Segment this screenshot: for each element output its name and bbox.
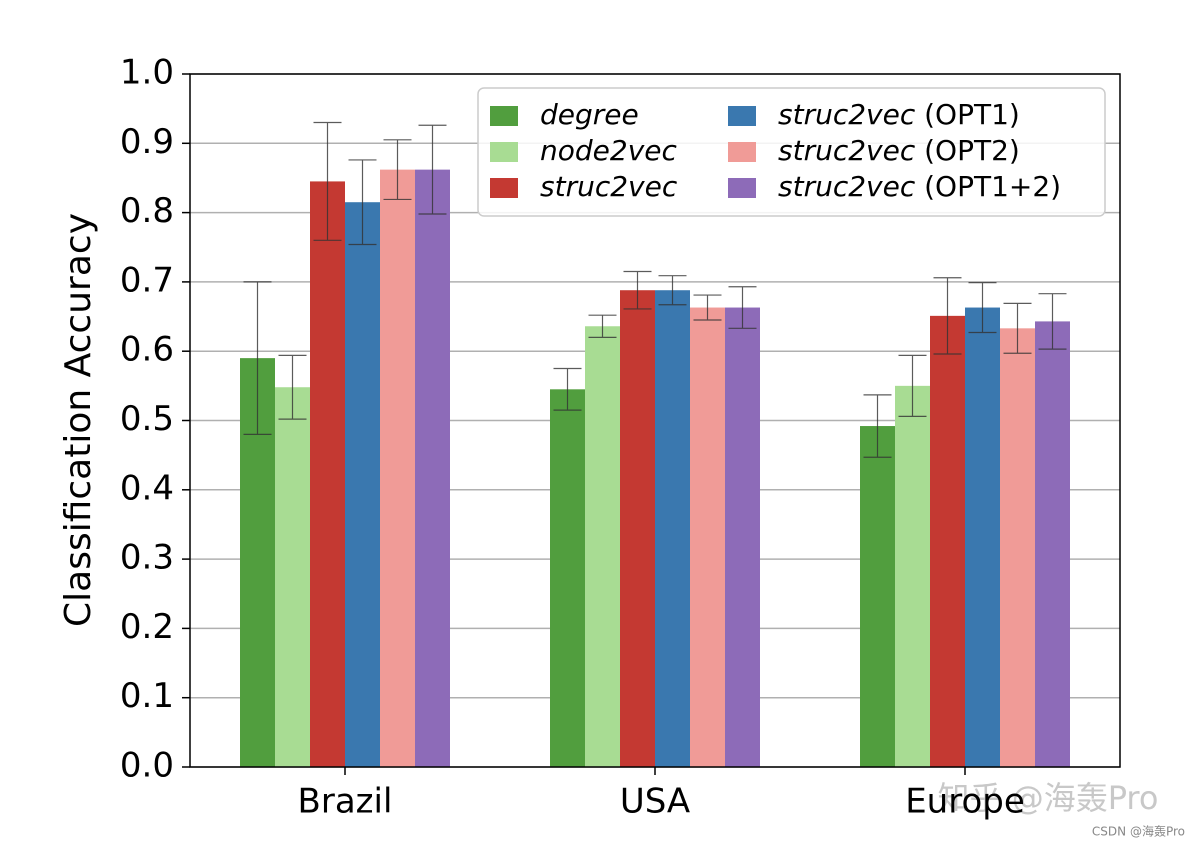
bar: [690, 307, 725, 767]
error-bar: [623, 270, 652, 310]
bar: [585, 326, 620, 767]
y-tick-label: 0.3: [120, 538, 174, 578]
bar: [550, 389, 585, 767]
legend-swatch: [490, 178, 518, 198]
watermark: 知乎 @海轰Pro: [938, 779, 1159, 817]
legend-label: struc2vec (OPT1+2): [778, 170, 1061, 203]
bar: [655, 290, 690, 767]
bar: [415, 169, 450, 767]
legend-label: degree: [540, 98, 639, 131]
bar: [310, 181, 345, 768]
legend-swatch: [490, 142, 518, 162]
bar: [965, 307, 1000, 767]
legend-swatch: [728, 178, 756, 198]
legend-label: struc2vec (OPT2): [778, 134, 1020, 167]
error-bar: [863, 394, 892, 458]
error-bar: [728, 286, 757, 329]
x-tick-label: Europe: [905, 782, 1025, 822]
bar: [860, 426, 895, 767]
legend-swatch: [490, 106, 518, 126]
error-bar: [693, 294, 722, 321]
bar: [1035, 321, 1070, 767]
error-bar: [553, 367, 582, 411]
error-bar: [348, 159, 377, 246]
error-bar: [968, 281, 997, 334]
error-bar: [898, 354, 927, 417]
y-axis-label: Classification Accuracy: [58, 213, 99, 627]
error-bar: [383, 139, 412, 201]
y-tick-label: 1.0: [120, 53, 174, 93]
bar: [895, 385, 930, 767]
error-bar: [313, 121, 342, 241]
x-tick-label: USA: [620, 782, 690, 822]
error-bar: [278, 354, 307, 420]
bar: [275, 387, 310, 767]
legend-label: struc2vec (OPT1): [778, 98, 1020, 131]
y-tick-label: 0.5: [120, 399, 174, 439]
y-tick-label: 0.9: [120, 122, 174, 162]
y-tick-label: 0.4: [120, 468, 174, 508]
error-bar: [418, 124, 447, 215]
y-tick-label: 0.2: [120, 607, 174, 647]
y-tick-label: 0.0: [120, 746, 174, 786]
error-bar: [1003, 302, 1032, 354]
error-bar: [1038, 293, 1067, 350]
legend-swatch: [728, 142, 756, 162]
legend-label: node2vec: [540, 134, 677, 167]
x-tick-label: Brazil: [298, 782, 393, 822]
error-bar: [588, 314, 617, 338]
bar: [930, 315, 965, 767]
error-bar: [658, 275, 687, 306]
bar: [345, 202, 380, 767]
bar: [725, 307, 760, 767]
error-bar: [933, 277, 962, 355]
plot-frame: [189, 73, 1121, 768]
bar: [380, 169, 415, 767]
legend-swatch: [728, 106, 756, 126]
bar: [1000, 328, 1035, 767]
legend-label: struc2vec: [540, 170, 678, 203]
bar: [620, 290, 655, 767]
watermark-corner: CSDN @海轰Pro: [1092, 824, 1185, 839]
legend-frame: [477, 87, 1106, 217]
error-bar: [243, 281, 272, 435]
y-tick-label: 0.7: [120, 260, 174, 300]
y-tick-label: 0.1: [120, 676, 174, 716]
y-tick-label: 0.6: [120, 330, 174, 370]
y-tick-label: 0.8: [120, 191, 174, 231]
